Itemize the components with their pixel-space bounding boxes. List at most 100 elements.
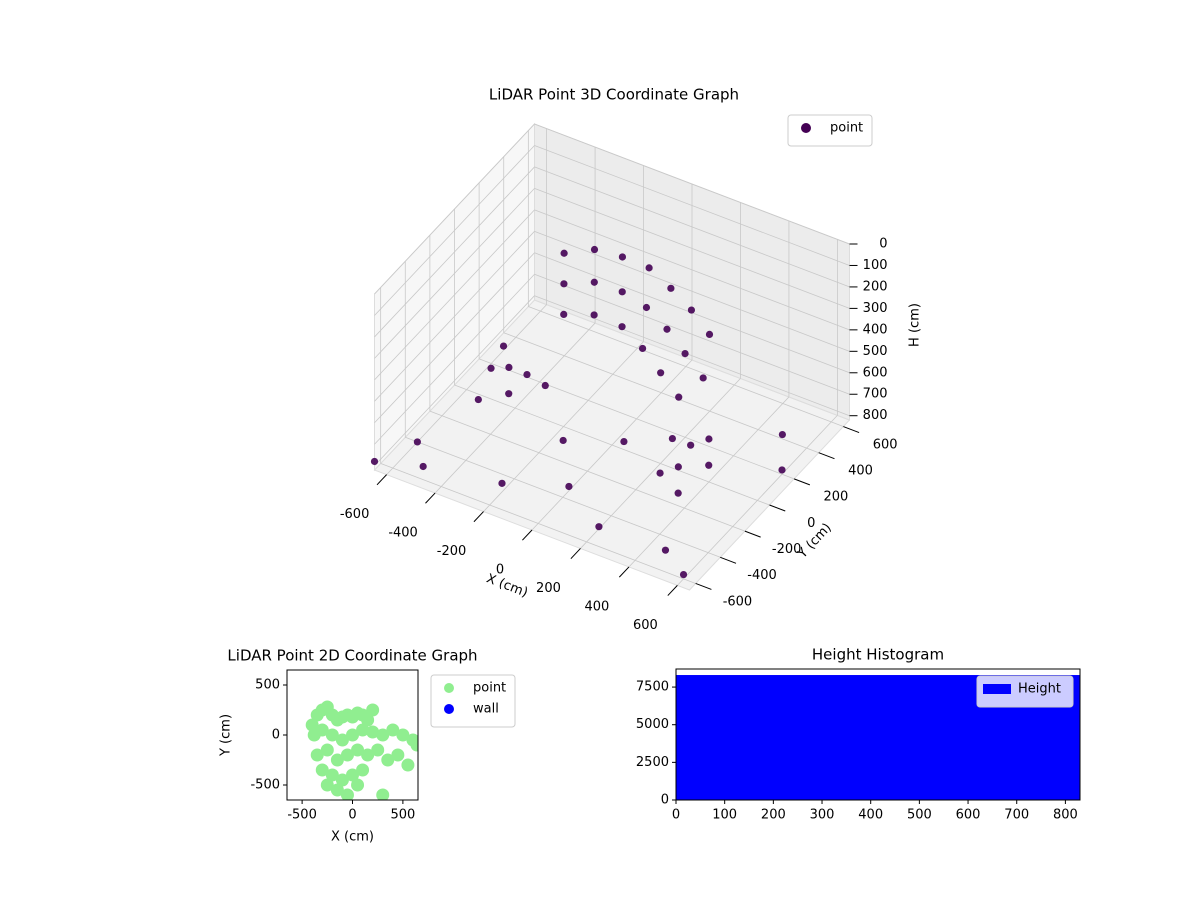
- point: [674, 489, 682, 497]
- grid-line: [534, 123, 850, 245]
- point: [335, 773, 349, 787]
- point: [667, 284, 675, 292]
- point: [361, 748, 375, 762]
- x-tick-label: 300: [810, 808, 835, 823]
- y-tick: [793, 478, 811, 486]
- point: [371, 743, 385, 757]
- grid-line: [374, 273, 535, 445]
- y-tick: [744, 530, 761, 538]
- y-tick-label: 0: [661, 793, 669, 808]
- point: [523, 370, 531, 379]
- point: [366, 725, 380, 739]
- grid-line: [528, 306, 844, 427]
- point: [391, 748, 405, 762]
- point: [410, 738, 418, 752]
- z-tick-label: 200: [863, 279, 888, 294]
- point: [590, 245, 599, 254]
- grid-line: [374, 166, 535, 338]
- point: [595, 523, 603, 531]
- legend-box: [787, 114, 873, 147]
- y-tick: [720, 556, 737, 564]
- x-tick-label: 500: [390, 808, 415, 823]
- x-axis-label: X (cm): [484, 571, 530, 600]
- y-tick-label: 0: [272, 728, 280, 743]
- point: [320, 778, 334, 792]
- grid-line: [374, 188, 535, 359]
- y-tick: [818, 452, 835, 460]
- legend-label: point: [830, 121, 863, 136]
- legend-label: wall: [473, 702, 499, 717]
- point: [638, 344, 647, 353]
- point: [487, 364, 495, 372]
- x-tick-label: 0: [496, 563, 504, 578]
- x-tick: [667, 585, 678, 596]
- point: [668, 434, 676, 443]
- point: [505, 390, 513, 398]
- x-axis-label: X (cm): [331, 830, 374, 845]
- grid-line: [374, 252, 535, 424]
- x-tick-label: 0: [672, 808, 680, 823]
- grid-line: [534, 145, 850, 266]
- point: [560, 249, 568, 257]
- z-tick-label: 700: [863, 387, 888, 402]
- legend-label: Height: [1018, 682, 1061, 697]
- point: [705, 435, 713, 443]
- point: [778, 430, 786, 439]
- point: [396, 728, 410, 742]
- y-tick: [843, 426, 860, 434]
- point: [679, 570, 688, 579]
- x-tick-label: -600: [340, 507, 370, 522]
- point: [376, 788, 390, 800]
- grid-line: [454, 384, 770, 506]
- x-tick-label: 600: [956, 808, 981, 823]
- grid-line: [534, 188, 850, 309]
- x-tick-label: 0: [348, 808, 356, 823]
- x-tick-label: -200: [437, 544, 467, 559]
- point: [474, 395, 482, 404]
- point: [320, 743, 334, 757]
- point: [620, 437, 628, 446]
- legend-swatch: [983, 684, 1011, 694]
- grid-line: [405, 436, 721, 558]
- point: [325, 768, 339, 782]
- point: [560, 310, 568, 319]
- point: [559, 436, 567, 445]
- grid-line: [380, 463, 696, 584]
- point: [330, 753, 344, 767]
- x-tick-label: 700: [1004, 808, 1029, 823]
- point: [590, 278, 598, 286]
- point: [413, 438, 421, 446]
- point: [386, 723, 400, 737]
- grid-line: [374, 295, 535, 466]
- x-tick: [473, 511, 484, 523]
- y-tick-label: -200: [772, 542, 802, 557]
- legend-marker: [444, 704, 454, 714]
- point: [565, 482, 573, 491]
- grid-line: [534, 273, 850, 395]
- point: [699, 374, 707, 382]
- point: [356, 763, 370, 777]
- x-tick-label: 400: [858, 808, 883, 823]
- point: [590, 311, 598, 319]
- grid-line: [374, 145, 535, 316]
- z-tick-label: 600: [863, 365, 888, 380]
- point: [366, 703, 380, 717]
- chart-title: LiDAR Point 2D Coordinate Graph: [227, 647, 477, 665]
- point: [401, 758, 415, 772]
- y-tick-label: 400: [848, 464, 873, 479]
- x-tick-label: 500: [907, 808, 932, 823]
- grid-line: [374, 209, 535, 381]
- grid-line: [503, 332, 819, 454]
- point: [376, 728, 390, 742]
- x-tick-label: 200: [761, 808, 786, 823]
- z-tick-label: 300: [863, 301, 888, 316]
- point: [346, 728, 359, 742]
- z-tick-label: 800: [863, 408, 888, 423]
- x-tick-label: 800: [1053, 808, 1078, 823]
- point: [661, 546, 670, 554]
- point: [656, 469, 664, 477]
- chart-title: Height Histogram: [812, 646, 944, 664]
- point: [705, 461, 713, 469]
- z-axis-label: H (cm): [908, 303, 923, 347]
